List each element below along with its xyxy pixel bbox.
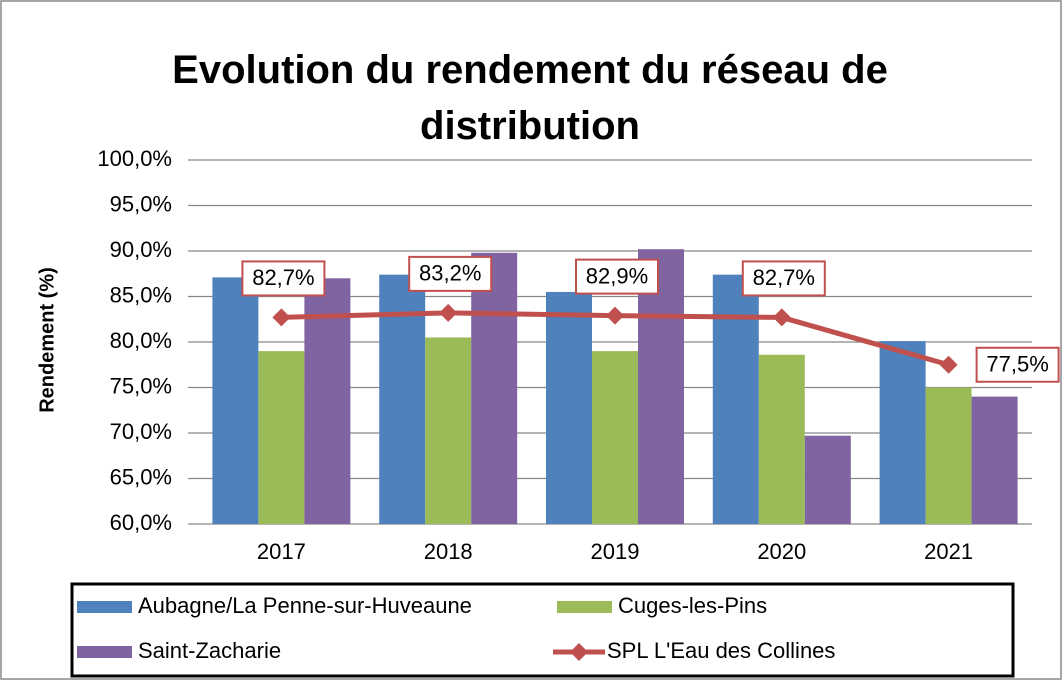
legend-swatch xyxy=(77,601,132,613)
data-label-box xyxy=(975,346,1060,383)
marker xyxy=(272,308,291,327)
y-tick-label: 65,0% xyxy=(110,464,172,489)
bar xyxy=(592,351,638,524)
data-label: 83,2% xyxy=(419,261,481,286)
bar xyxy=(425,337,472,524)
legend-label: Aubagne/La Penne-sur-Huveaune xyxy=(138,593,472,618)
y-tick-label: 80,0% xyxy=(110,328,172,353)
x-tick-label: 2019 xyxy=(591,539,640,564)
legend-swatch xyxy=(77,646,132,658)
marker xyxy=(939,355,958,374)
bar xyxy=(758,354,805,524)
y-tick-label: 85,0% xyxy=(110,282,172,307)
legend-label: Saint-Zacharie xyxy=(138,638,281,663)
data-label: 77,5% xyxy=(986,352,1048,377)
data-label: 82,7% xyxy=(753,265,815,290)
x-tick-label: 2018 xyxy=(424,539,473,564)
marker xyxy=(772,308,791,327)
legend-marker xyxy=(570,643,588,661)
bar xyxy=(304,278,351,524)
chart-title: Evolution du rendement du réseau de dist… xyxy=(172,48,888,148)
bar xyxy=(925,387,972,524)
y-tick-label: 60,0% xyxy=(110,510,172,535)
marker xyxy=(606,306,624,325)
bar xyxy=(971,396,1018,524)
x-tick-label: 2017 xyxy=(257,539,306,564)
legend-box xyxy=(70,582,1015,678)
y-tick-label: 90,0% xyxy=(110,237,172,262)
data-label-box xyxy=(741,260,826,297)
data-label: 82,9% xyxy=(586,263,648,288)
y-tick-label: 75,0% xyxy=(110,373,172,398)
y-tick-label: 95,0% xyxy=(110,191,172,216)
bar xyxy=(804,435,851,524)
bar xyxy=(471,252,518,524)
y-tick-label: 70,0% xyxy=(110,419,172,444)
x-tick-label: 2020 xyxy=(757,539,806,564)
bar xyxy=(546,291,592,524)
data-label-box xyxy=(575,258,659,295)
data-label: 82,7% xyxy=(252,265,314,290)
x-tick-label: 2021 xyxy=(924,539,973,564)
bar xyxy=(712,274,759,524)
data-label-box xyxy=(241,260,326,297)
marker xyxy=(439,303,458,322)
legend-label: Cuges-les-Pins xyxy=(618,593,767,618)
data-label-box xyxy=(408,255,493,292)
legend-swatch xyxy=(557,601,612,613)
y-tick-label: 100,0% xyxy=(97,146,172,171)
bar xyxy=(212,277,259,524)
bar xyxy=(879,341,926,524)
bar xyxy=(258,351,305,524)
bar xyxy=(638,249,684,524)
y-axis-label: Rendement (%) xyxy=(36,267,58,413)
legend-label: SPL L'Eau des Collines xyxy=(607,638,835,663)
